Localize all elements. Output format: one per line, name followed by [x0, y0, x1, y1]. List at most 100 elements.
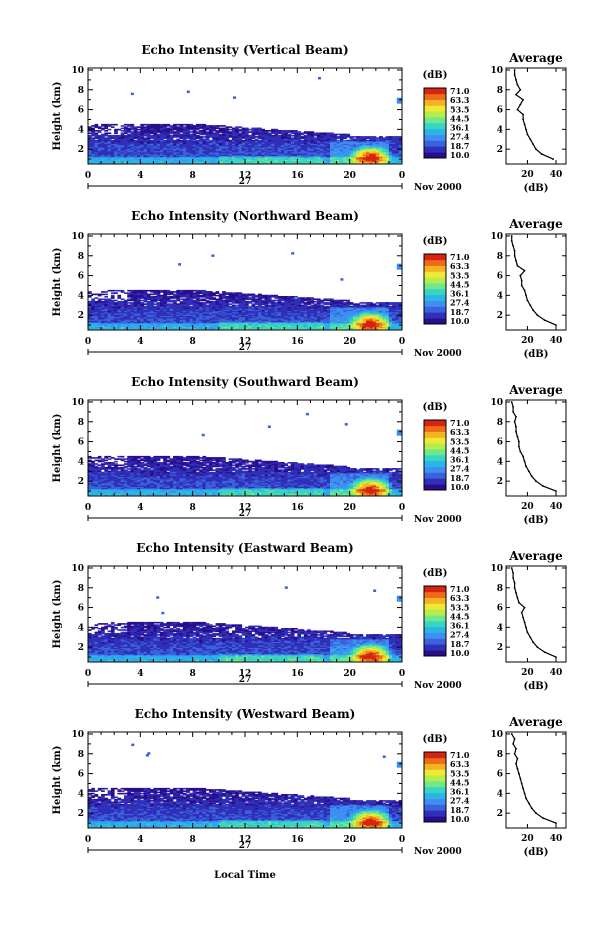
echo-cell: [166, 152, 171, 154]
echo-cell: [231, 315, 236, 318]
echo-cell: [88, 319, 92, 321]
echo-cell: [114, 309, 118, 312]
echo-cell: [382, 154, 387, 157]
echo-cell: [156, 298, 161, 301]
echo-cell: [258, 299, 262, 302]
echo-cell: [97, 131, 102, 133]
echo-cell: [179, 292, 184, 294]
echo-cell: [169, 139, 174, 142]
echo-cell: [339, 133, 344, 136]
echo-cell: [140, 320, 144, 323]
echo-cell: [248, 309, 252, 312]
echo-cell: [258, 144, 262, 147]
echo-cell: [182, 158, 187, 160]
echo-cell: [343, 326, 347, 329]
echo-cell: [137, 147, 141, 149]
echo-cell: [173, 133, 177, 136]
echo-cell: [97, 320, 102, 323]
echo-cell: [199, 132, 203, 135]
echo-cell: [182, 145, 187, 148]
echo-cell: [195, 155, 200, 158]
echo-cell: [133, 327, 138, 330]
echo-cell: [251, 131, 256, 133]
echo-cell: [235, 150, 239, 153]
echo-cell: [192, 161, 197, 164]
echo-cell: [150, 320, 154, 323]
echo-cell: [241, 143, 246, 146]
echo-cell: [349, 326, 354, 329]
echo-cell: [88, 315, 92, 318]
echo-cell: [179, 128, 184, 131]
echo-cell: [120, 308, 125, 310]
echo-cell: [123, 156, 128, 159]
echo-cell: [91, 154, 95, 157]
echo-cell: [284, 144, 288, 147]
echo-cell: [195, 126, 200, 128]
echo-cell: [284, 307, 288, 309]
echo-cell: [182, 160, 187, 163]
echo-cell: [287, 160, 292, 163]
echo-cell: [94, 139, 99, 142]
echo-cell: [287, 324, 292, 326]
echo-cell: [199, 322, 203, 325]
echo-cell: [215, 318, 220, 320]
echo-cell: [192, 134, 197, 137]
echo-cell: [120, 309, 125, 312]
echo-cell: [356, 137, 360, 139]
echo-cell: [156, 304, 161, 307]
echo-cell: [267, 298, 272, 301]
echo-cell: [333, 144, 337, 147]
echo-cell: [156, 324, 161, 326]
echo-cell: [323, 316, 328, 319]
echo-cell: [133, 127, 138, 130]
echo-cell: [215, 307, 220, 309]
echo-cell: [398, 149, 403, 152]
echo-cell: [369, 138, 373, 141]
echo-cell: [251, 309, 256, 312]
echo-cell: [104, 137, 109, 139]
echo-cell: [209, 158, 213, 160]
echo-cell: [294, 150, 298, 153]
echo-cell: [274, 316, 279, 319]
echo-cell: [231, 296, 236, 298]
echo-cell: [297, 145, 301, 148]
echo-cell: [366, 153, 370, 155]
echo-cell: [163, 297, 167, 299]
echo-cell: [231, 313, 236, 315]
echo-cell: [310, 160, 315, 163]
echo-cell: [297, 310, 301, 313]
echo-cell: [120, 318, 125, 320]
echo-cell: [235, 161, 239, 164]
echo-cell: [104, 152, 109, 154]
echo-cell: [137, 316, 141, 319]
echo-cell: [359, 156, 364, 159]
echo-cell: [212, 322, 216, 325]
echo-cell: [97, 321, 102, 324]
echo-cell: [127, 148, 131, 150]
echo-cell: [326, 308, 331, 310]
echo-cell: [245, 158, 249, 160]
echo-cell: [316, 313, 321, 315]
echo-cell: [372, 159, 377, 161]
echo-cell: [369, 142, 373, 144]
echo-cell: [395, 160, 400, 163]
echo-cell: [94, 156, 99, 159]
echo-cell: [254, 138, 259, 141]
echo-cell: [231, 148, 236, 150]
echo-cell: [91, 155, 95, 158]
echo-cell: [235, 131, 239, 133]
echo-cell: [232, 96, 236, 99]
echo-cell: [88, 292, 92, 294]
echo-cell: [159, 322, 164, 325]
echo-cell: [143, 324, 148, 326]
echo-cell: [284, 327, 288, 330]
echo-cell: [254, 308, 259, 310]
echo-cell: [320, 145, 324, 148]
echo-cell: [330, 304, 334, 307]
echo-cell: [310, 139, 315, 142]
echo-cell: [271, 150, 275, 153]
profile-point: [519, 103, 522, 106]
echo-cell: [146, 325, 151, 327]
echo-cell: [176, 291, 180, 293]
echo-cell: [277, 144, 282, 147]
